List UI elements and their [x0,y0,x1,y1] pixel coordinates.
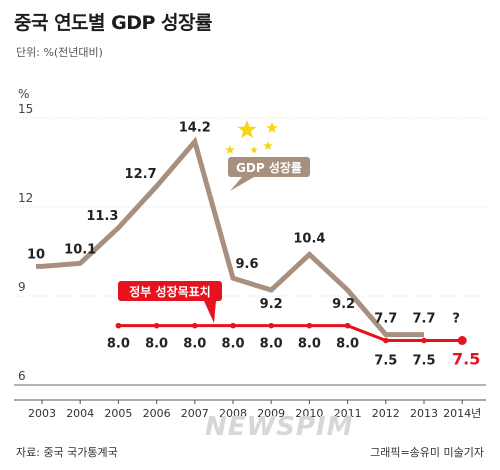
gdp-value-label: 12.7 [125,167,157,182]
target-point [421,337,427,344]
target-value-label: 7.5 [412,354,435,369]
x-tick-label: 2004 [66,407,94,420]
x-tick-label: 2006 [143,407,171,420]
source-note: 자료: 중국 국가통계국 [16,446,118,459]
target-point [268,322,275,329]
x-tick-label: 2012 [372,407,400,420]
x-tick-label: 2005 [104,407,132,420]
target-value-label: 8.0 [298,337,321,352]
star-icon [263,141,273,150]
star-icon [225,145,235,154]
chart-title: 중국 연도별 GDP 성장률 [14,12,212,34]
target-point [383,337,389,344]
target-value-label: 7.5 [452,350,480,369]
gdp-series-line [36,136,424,338]
x-tick-label: 2008 [219,407,247,420]
target-point-2014 [457,336,467,345]
gdp-value-label: 7.7 [412,312,435,327]
x-tick-label: 2007 [181,407,209,420]
gdp-value-label: 9.2 [332,297,355,312]
target-point [115,322,122,329]
gdp-value-label: 10 [27,247,45,262]
credit-note: 그래픽=송유미 미술기자 [370,446,484,459]
target-point [344,322,351,329]
target-point [306,322,313,329]
gdp-value-label: 9.6 [235,257,258,272]
x-tick-label: 2013 [410,407,438,420]
gdp-value-label: 10.1 [64,242,96,257]
watermark: NEWSPIM [205,412,354,442]
y-tick-label: 15 [18,102,33,116]
target-point [230,322,236,329]
target-point [192,322,198,329]
y-tick-label: 9 [18,280,26,294]
x-tick-label: 2014년 [443,407,481,420]
gdp-value-label: 9.2 [260,297,283,312]
gdp-value-label: 11.3 [86,209,118,224]
y-tick-label: 6 [18,369,26,383]
gdp-value-label: 10.4 [293,231,325,246]
gdp-legend-label: GDP 성장률 [236,161,302,175]
y-unit-label: % [18,87,29,101]
gdp-value-label: ? [452,312,460,327]
target-legend-box [118,281,222,301]
target-value-label: 8.0 [221,337,244,352]
target-value-label: 7.5 [374,354,397,369]
star-icon [237,120,257,139]
target-value-label: 8.0 [107,337,130,352]
target-value-label: 8.0 [145,337,168,352]
gdp-value-label: 7.7 [374,312,397,327]
target-value-label: 8.0 [260,337,283,352]
gdp-legend-pointer [230,177,254,191]
y-tick-label: 12 [18,191,33,205]
gdp-value-label: 14.2 [179,121,211,136]
unit-label: 단위: %(전년대비) [16,46,103,59]
x-tick-label: 2010 [295,407,323,420]
star-icon [266,122,278,133]
x-tick-label: 2003 [28,407,56,420]
target-value-label: 8.0 [336,337,359,352]
target-legend-pointer [204,301,216,323]
target-legend-label: 정부 성장목표치 [129,284,210,299]
x-tick-label: 2011 [334,407,362,420]
star-icon [250,146,258,154]
x-tick-label: 2009 [257,407,285,420]
target-value-label: 8.0 [183,337,206,352]
target-point [153,322,160,329]
gdp-legend-box [228,157,310,177]
